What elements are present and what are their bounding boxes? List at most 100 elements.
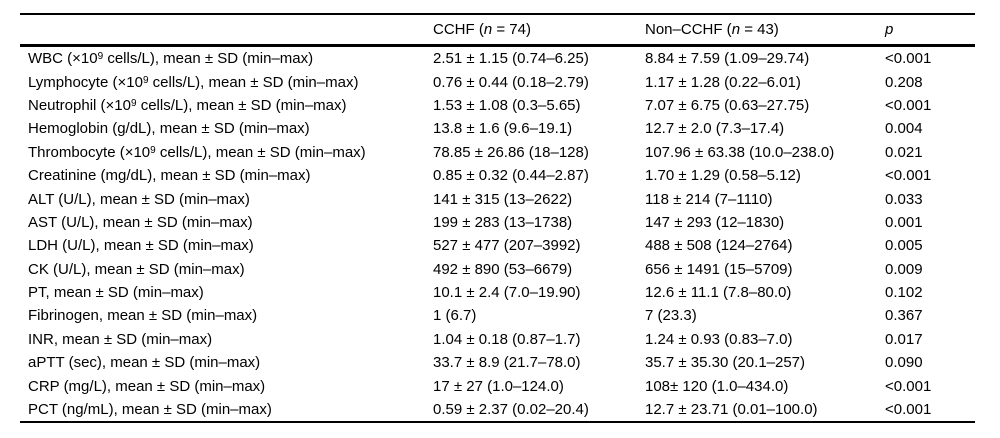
row-label-text: Creatinine (mg/dL), mean ± SD (min–max) bbox=[28, 167, 311, 185]
row-label: CK (U/L), mean ± SD (min–max) bbox=[20, 262, 433, 277]
row-label: Lymphocyte (×109 cells/L), mean ± SD (mi… bbox=[20, 75, 433, 90]
table-row: Neutrophil (×109 cells/L), mean ± SD (mi… bbox=[20, 94, 975, 117]
row-label-text: CRP (mg/L), mean ± SD (min–max) bbox=[28, 377, 266, 395]
cchf-value: 492 ± 890 (53–6679) bbox=[433, 260, 573, 278]
cchf-value: 17 ± 27 (1.0–124.0) bbox=[433, 377, 564, 395]
p-value: 0.033 bbox=[885, 190, 923, 208]
p-value: 0.367 bbox=[885, 307, 923, 325]
col-header-p-value: p bbox=[885, 21, 894, 38]
non-cchf-value: 8.84 ± 7.59 (1.09–29.74) bbox=[645, 50, 810, 68]
p-value: <0.001 bbox=[885, 401, 932, 419]
non-cchf-value: 488 ± 508 (124–2764) bbox=[645, 237, 793, 255]
p-value: <0.001 bbox=[885, 377, 932, 395]
row-label-text: CK (U/L), mean ± SD (min–max) bbox=[28, 260, 245, 278]
row-label-superscript: 9 bbox=[150, 144, 156, 156]
row-label: WBC (×109 cells/L), mean ± SD (min–max) bbox=[20, 51, 433, 66]
p-value: 0.005 bbox=[885, 237, 923, 255]
lab-values-comparison-table: CCHF (n = 74) Non–CCHF (n = 43) p WBC (×… bbox=[20, 13, 975, 424]
row-label: Fibrinogen, mean ± SD (min–max) bbox=[20, 308, 433, 323]
table-row: PT, mean ± SD (min–max) 10.1 ± 2.4 (7.0–… bbox=[20, 281, 975, 304]
non-cchf-value: 7.07 ± 6.75 (0.63–27.75) bbox=[645, 96, 810, 114]
table-header-rule bbox=[20, 44, 975, 47]
row-label: PCT (ng/mL), mean ± SD (min–max) bbox=[20, 402, 433, 417]
row-label-text: AST (U/L), mean ± SD (min–max) bbox=[28, 213, 253, 231]
p-value: 0.001 bbox=[885, 213, 923, 231]
row-label-text-after: cells/L), mean ± SD (min–max) bbox=[148, 73, 359, 91]
row-label-text: Fibrinogen, mean ± SD (min–max) bbox=[28, 307, 258, 325]
row-label: INR, mean ± SD (min–max) bbox=[20, 332, 433, 347]
non-cchf-value: 118 ± 214 (7–1110) bbox=[645, 190, 773, 208]
row-label-text-after: cells/L), mean ± SD (min–max) bbox=[155, 143, 366, 161]
p-value: 0.102 bbox=[885, 284, 923, 302]
row-label-text: PT, mean ± SD (min–max) bbox=[28, 284, 204, 302]
row-label-text: Neutrophil (×10 bbox=[28, 96, 131, 114]
p-value: 0.021 bbox=[885, 143, 923, 161]
non-cchf-value: 107.96 ± 63.38 (10.0–238.0) bbox=[645, 143, 835, 161]
cchf-value: 13.8 ± 1.6 (9.6–19.1) bbox=[433, 120, 573, 138]
row-label-text: Hemoglobin (g/dL), mean ± SD (min–max) bbox=[28, 120, 310, 138]
table-body: WBC (×109 cells/L), mean ± SD (min–max) … bbox=[20, 47, 975, 421]
table-row: Lymphocyte (×109 cells/L), mean ± SD (mi… bbox=[20, 70, 975, 93]
row-label-text: PCT (ng/mL), mean ± SD (min–max) bbox=[28, 401, 272, 419]
non-cchf-value: 12.7 ± 2.0 (7.3–17.4) bbox=[645, 120, 785, 138]
cchf-value: 527 ± 477 (207–3992) bbox=[433, 237, 581, 255]
row-label-text: INR, mean ± SD (min–max) bbox=[28, 330, 213, 348]
cchf-value: 10.1 ± 2.4 (7.0–19.90) bbox=[433, 284, 581, 302]
row-label-text-after: cells/L), mean ± SD (min–max) bbox=[103, 50, 314, 68]
non-cchf-value: 147 ± 293 (12–1830) bbox=[645, 213, 785, 231]
non-cchf-value: 7 (23.3) bbox=[645, 307, 697, 325]
row-label-text: WBC (×10 bbox=[28, 50, 98, 68]
col-header-non-cchf-text: Non–CCHF ( bbox=[645, 21, 732, 38]
row-label: Neutrophil (×109 cells/L), mean ± SD (mi… bbox=[20, 98, 433, 113]
table-row: ALT (U/L), mean ± SD (min–max) 141 ± 315… bbox=[20, 187, 975, 210]
table-row: Creatinine (mg/dL), mean ± SD (min–max) … bbox=[20, 164, 975, 187]
table-row: WBC (×109 cells/L), mean ± SD (min–max) … bbox=[20, 47, 975, 70]
non-cchf-value: 35.7 ± 35.30 (20.1–257) bbox=[645, 354, 806, 372]
cchf-value: 0.85 ± 0.32 (0.44–2.87) bbox=[433, 167, 589, 185]
cchf-value: 0.76 ± 0.44 (0.18–2.79) bbox=[433, 73, 589, 91]
row-label: PT, mean ± SD (min–max) bbox=[20, 285, 433, 300]
row-label: LDH (U/L), mean ± SD (min–max) bbox=[20, 238, 433, 253]
row-label: ALT (U/L), mean ± SD (min–max) bbox=[20, 192, 433, 207]
table-row: aPTT (sec), mean ± SD (min–max) 33.7 ± 8… bbox=[20, 351, 975, 374]
non-cchf-value: 1.24 ± 0.93 (0.83–7.0) bbox=[645, 330, 793, 348]
row-label-text: Lymphocyte (×10 bbox=[28, 73, 143, 91]
p-value: 0.090 bbox=[885, 354, 923, 372]
row-label: aPTT (sec), mean ± SD (min–max) bbox=[20, 355, 433, 370]
cchf-value: 1 (6.7) bbox=[433, 307, 477, 325]
row-label-text: ALT (U/L), mean ± SD (min–max) bbox=[28, 190, 250, 208]
non-cchf-value: 12.7 ± 23.71 (0.01–100.0) bbox=[645, 401, 818, 419]
row-label: Thrombocyte (×109 cells/L), mean ± SD (m… bbox=[20, 145, 433, 160]
table-top-rule bbox=[20, 13, 975, 15]
p-value: 0.208 bbox=[885, 73, 923, 91]
table-row: PCT (ng/mL), mean ± SD (min–max) 0.59 ± … bbox=[20, 398, 975, 421]
p-value: <0.001 bbox=[885, 167, 932, 185]
row-label-text: Thrombocyte (×10 bbox=[28, 143, 151, 161]
table-header-row: CCHF (n = 74) Non–CCHF (n = 43) p bbox=[20, 15, 975, 44]
row-label: Creatinine (mg/dL), mean ± SD (min–max) bbox=[20, 168, 433, 183]
p-value: <0.001 bbox=[885, 50, 932, 68]
table-row: CK (U/L), mean ± SD (min–max) 492 ± 890 … bbox=[20, 258, 975, 281]
cchf-value: 199 ± 283 (13–1738) bbox=[433, 213, 573, 231]
row-label: Hemoglobin (g/dL), mean ± SD (min–max) bbox=[20, 121, 433, 136]
non-cchf-value: 656 ± 1491 (15–5709) bbox=[645, 260, 793, 278]
cchf-value: 141 ± 315 (13–2622) bbox=[433, 190, 573, 208]
cchf-value: 0.59 ± 2.37 (0.02–20.4) bbox=[433, 401, 589, 419]
cchf-value: 33.7 ± 8.9 (21.7–78.0) bbox=[433, 354, 581, 372]
col-header-cchf: CCHF (n = 74) bbox=[433, 22, 645, 37]
row-label-superscript: 9 bbox=[142, 74, 149, 86]
p-value: 0.009 bbox=[885, 260, 923, 278]
row-label-text: LDH (U/L), mean ± SD (min–max) bbox=[28, 237, 254, 255]
col-header-non-cchf-n-symbol: n bbox=[731, 21, 741, 38]
table-row: INR, mean ± SD (min–max) 1.04 ± 0.18 (0.… bbox=[20, 328, 975, 351]
table-row: Hemoglobin (g/dL), mean ± SD (min–max) 1… bbox=[20, 117, 975, 140]
table-row: CRP (mg/L), mean ± SD (min–max) 17 ± 27 … bbox=[20, 374, 975, 397]
col-header-cchf-n-symbol: n bbox=[483, 21, 493, 38]
p-value: <0.001 bbox=[885, 96, 932, 114]
table-row: Thrombocyte (×109 cells/L), mean ± SD (m… bbox=[20, 141, 975, 164]
table-row: LDH (U/L), mean ± SD (min–max) 527 ± 477… bbox=[20, 234, 975, 257]
row-label-text-after: cells/L), mean ± SD (min–max) bbox=[136, 96, 347, 114]
row-label: CRP (mg/L), mean ± SD (min–max) bbox=[20, 379, 433, 394]
p-value: 0.004 bbox=[885, 120, 923, 138]
non-cchf-value: 108± 120 (1.0–434.0) bbox=[645, 377, 789, 395]
